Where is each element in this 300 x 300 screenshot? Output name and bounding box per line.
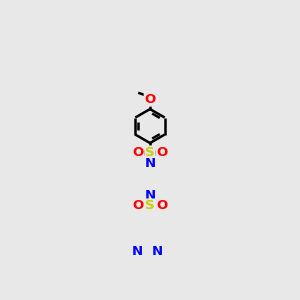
Text: O: O	[133, 146, 144, 159]
Text: S: S	[145, 146, 155, 159]
Text: N: N	[144, 188, 156, 202]
Text: N: N	[144, 157, 156, 170]
Text: O: O	[156, 199, 167, 212]
Text: O: O	[133, 199, 144, 212]
Text: N: N	[144, 157, 156, 170]
Text: O: O	[144, 93, 156, 106]
Text: N: N	[132, 245, 143, 258]
Text: O: O	[156, 146, 167, 159]
Text: N: N	[152, 245, 163, 258]
Text: S: S	[145, 199, 155, 212]
